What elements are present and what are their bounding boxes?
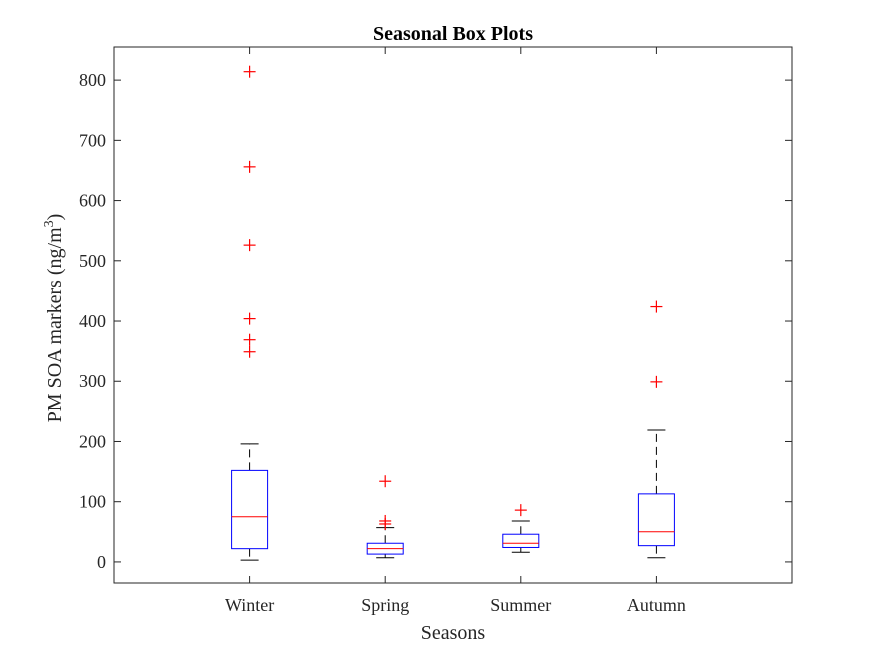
x-tick-label: Spring (361, 595, 409, 615)
outlier-marker (379, 517, 392, 530)
y-tick-label: 200 (79, 431, 106, 451)
outlier-marker (243, 333, 256, 346)
x-tick-label: Autumn (627, 595, 686, 615)
y-axis-label-main: PM SOA markers (ng/m (44, 227, 66, 422)
y-axis-label: PM SOA markers (ng/m3) (42, 214, 66, 423)
y-axis-label-suffix: ) (44, 214, 66, 221)
outlier-marker (650, 375, 663, 388)
outlier-marker (243, 239, 256, 252)
plot-area: 0 100 200 300 400 500 600 700 800 Winter Spring Sum… (79, 46, 793, 615)
iqr-box (637, 493, 675, 547)
y-tick-label: 0 (97, 552, 106, 572)
outlier-marker (243, 312, 256, 325)
y-axis-label-superscript: 3 (42, 220, 57, 227)
outlier-marker (243, 65, 256, 78)
outlier-marker (379, 475, 392, 488)
outlier-marker (514, 504, 527, 517)
y-tick-label: 300 (79, 371, 106, 391)
outlier-marker (243, 160, 256, 173)
y-tick-label: 400 (79, 311, 106, 331)
x-tick-label: Summer (490, 595, 551, 615)
outlier-marker (650, 300, 663, 313)
y-tick-label: 600 (79, 191, 106, 211)
y-tick-label: 500 (79, 251, 106, 271)
iqr-box (502, 533, 540, 548)
iqr-box (231, 469, 269, 550)
outlier-marker (243, 345, 256, 358)
y-tick-label: 100 (79, 492, 106, 512)
y-tick-label: 700 (79, 130, 106, 150)
x-axis-label: Seasons (421, 622, 486, 644)
y-tick-label: 800 (79, 70, 106, 90)
x-tick-label: Winter (225, 595, 274, 615)
plot-frame (113, 46, 793, 584)
chart-title: Seasonal Box Plots (373, 23, 533, 45)
